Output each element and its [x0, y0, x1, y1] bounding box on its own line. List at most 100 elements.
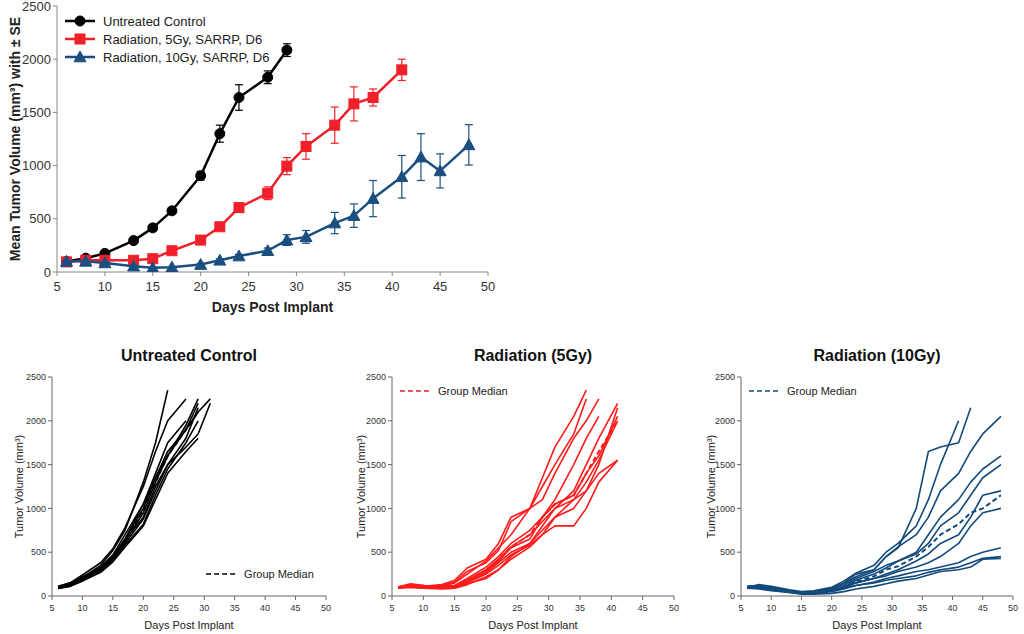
- x-tick-label: 15: [450, 603, 460, 613]
- x-tick: [234, 596, 235, 600]
- data-point: [463, 139, 475, 150]
- x-tick-label: 35: [230, 603, 240, 613]
- x-axis-label: Days Post Implant: [832, 619, 921, 631]
- x-tick-label: 15: [108, 603, 118, 613]
- chart-title: Radiation (5Gy): [474, 347, 592, 364]
- error-cap: [417, 180, 425, 181]
- x-tick-label: 40: [260, 603, 270, 613]
- data-point: [348, 210, 360, 221]
- error-cap: [264, 83, 272, 84]
- x-tick-label: 40: [948, 603, 958, 613]
- error-bar: [264, 71, 272, 84]
- data-point: [62, 256, 72, 266]
- chart-title: Radiation (10Gy): [813, 347, 940, 364]
- x-axis-label: Days Post Implant: [212, 299, 334, 315]
- chart: 050010001500200025005101520253035404550D…: [355, 347, 679, 631]
- error-cap: [302, 133, 310, 134]
- x-tick-label: 45: [291, 603, 301, 613]
- legend-label: Group Median: [244, 568, 314, 580]
- data-point: [195, 259, 207, 270]
- x-tick-label: 40: [385, 279, 399, 294]
- y-tick: [737, 596, 741, 597]
- legend-label: Group Median: [787, 385, 857, 397]
- error-bar: [302, 134, 310, 160]
- data-point: [367, 193, 379, 204]
- data-point: [129, 236, 139, 246]
- series-line: [747, 491, 1001, 593]
- y-tick-label: 0: [381, 591, 386, 601]
- x-tick: [52, 596, 53, 600]
- x-tick-label: 25: [169, 603, 179, 613]
- y-tick: [737, 420, 741, 421]
- x-tick-label: 50: [321, 603, 331, 613]
- x-tick-label: 50: [1008, 603, 1018, 613]
- data-point: [262, 245, 274, 256]
- data-point: [147, 262, 159, 272]
- error-cap: [264, 70, 272, 71]
- chart: 050010001500200025005101520253035404550D…: [705, 347, 1018, 631]
- series-line: [398, 408, 617, 589]
- y-tick: [48, 552, 52, 553]
- y-axis-line: [57, 6, 58, 272]
- error-cap: [302, 159, 310, 160]
- error-cap: [235, 110, 243, 111]
- x-tick-label: 5: [389, 603, 394, 613]
- y-tick: [53, 218, 57, 219]
- chart-title: Untreated Control: [121, 347, 257, 364]
- series-line: [58, 421, 186, 588]
- data-point: [81, 255, 91, 265]
- x-tick: [642, 596, 643, 600]
- x-tick-label: 25: [241, 279, 255, 294]
- series-line: [747, 421, 959, 592]
- y-tick-label: 1000: [22, 158, 51, 173]
- series-line: [398, 421, 617, 587]
- data-point: [301, 141, 311, 151]
- x-tick: [611, 596, 612, 600]
- x-tick: [548, 596, 549, 600]
- plot-area: [58, 390, 210, 588]
- data-point: [415, 151, 427, 162]
- plot-area: [398, 390, 617, 589]
- y-tick-label: 2000: [26, 416, 46, 426]
- y-tick: [737, 377, 741, 378]
- data-point: [167, 246, 177, 256]
- series-line: [58, 412, 198, 587]
- data-point: [80, 255, 92, 266]
- error-cap: [331, 143, 339, 144]
- data-point: [263, 72, 273, 82]
- x-tick: [892, 596, 893, 600]
- x-tick: [440, 272, 441, 276]
- legend-key: [749, 390, 779, 392]
- x-tick: [982, 596, 983, 600]
- y-tick-label: 500: [720, 547, 735, 557]
- y-tick: [737, 464, 741, 465]
- data-point: [330, 120, 340, 130]
- x-tick: [771, 596, 772, 600]
- x-tick-label: 35: [337, 279, 351, 294]
- y-tick-label: 1500: [22, 105, 51, 120]
- y-axis-line: [741, 377, 742, 596]
- series-line: [398, 390, 586, 587]
- legend-key: [400, 390, 430, 392]
- y-axis-label: Mean Tumor Volume (mm³) with ± SE: [7, 17, 23, 261]
- x-axis-line: [52, 596, 326, 597]
- error-bar: [369, 89, 377, 106]
- error-cap: [331, 212, 339, 213]
- x-tick-label: 10: [766, 603, 776, 613]
- legend-marker: [75, 34, 85, 44]
- x-tick-label: 50: [481, 279, 495, 294]
- x-tick: [922, 596, 923, 600]
- x-tick-label: 20: [827, 603, 837, 613]
- x-tick-label: 15: [796, 603, 806, 613]
- x-tick: [112, 596, 113, 600]
- series-line: [747, 456, 1001, 594]
- y-tick: [737, 552, 741, 553]
- x-tick-label: 30: [544, 603, 554, 613]
- y-tick: [48, 596, 52, 597]
- data-point: [148, 223, 158, 233]
- error-cap: [398, 59, 406, 60]
- x-tick-label: 20: [138, 603, 148, 613]
- error-bar: [350, 87, 358, 121]
- x-tick: [392, 596, 393, 600]
- y-tick-label: 0: [730, 591, 735, 601]
